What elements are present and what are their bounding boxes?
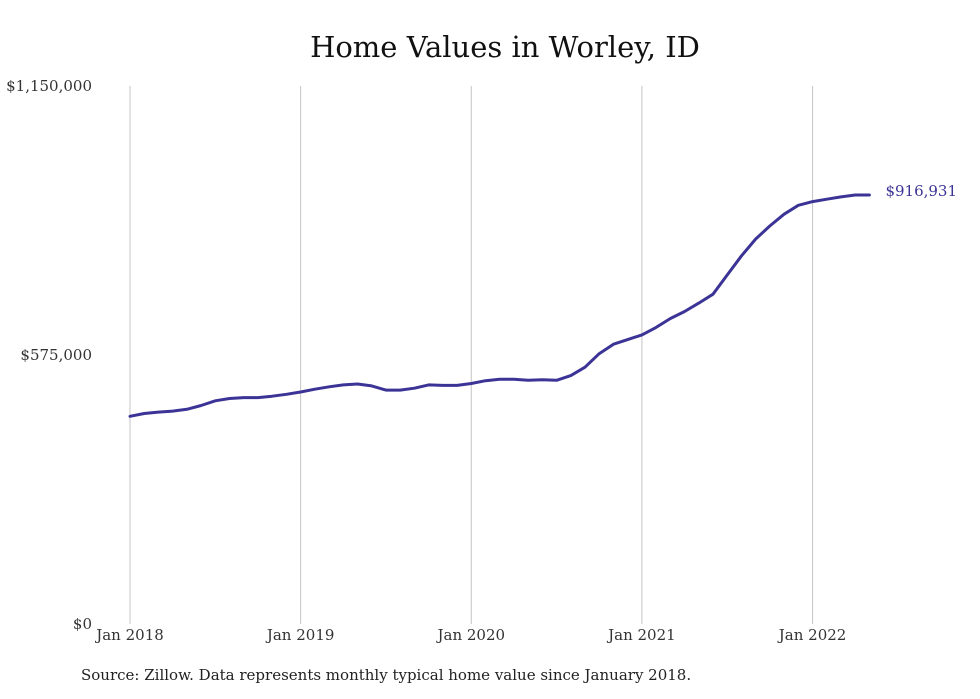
chart-title: Home Values in Worley, ID [310, 30, 700, 64]
y-tick-label: $0 [73, 615, 92, 633]
x-tick-label: Jan 2022 [777, 626, 847, 644]
end-label-layer: $916,931 [885, 182, 957, 200]
series-layer [128, 193, 871, 418]
y-axis-ticks: $0 $575,000 $1,150,000 [6, 77, 92, 633]
x-axis-ticks: Jan 2018 Jan 2019 Jan 2020 Jan 2021 Jan 2022 [94, 626, 846, 644]
x-tick-label: Jan 2019 [265, 626, 335, 644]
x-tick-label: Jan 2020 [435, 626, 505, 644]
source-note: Source: Zillow. Data represents monthly … [81, 666, 692, 684]
x-tick-label: Jan 2018 [94, 626, 164, 644]
series-line [128, 193, 871, 418]
end-value-label: $916,931 [885, 182, 957, 200]
grid-lines [129, 86, 814, 624]
y-tick-label: $575,000 [20, 346, 92, 364]
y-tick-label: $1,150,000 [6, 77, 92, 95]
x-tick-label: Jan 2021 [606, 626, 676, 644]
